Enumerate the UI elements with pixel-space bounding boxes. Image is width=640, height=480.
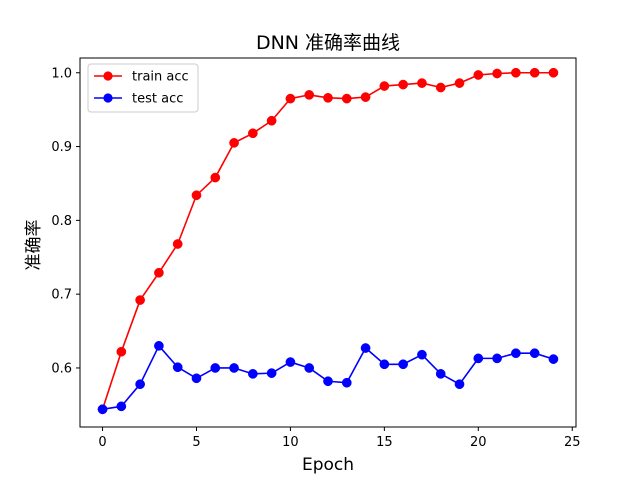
axes-frame	[79, 57, 577, 428]
series-0-point	[116, 346, 127, 357]
series-0-point	[360, 92, 371, 102]
series-0-point	[548, 67, 559, 78]
series-0-point	[285, 93, 296, 104]
series-1-point	[323, 376, 333, 387]
series-0-point	[323, 93, 333, 103]
y-tick-label: 0.7	[51, 288, 72, 303]
series-1-point	[379, 359, 390, 370]
series-1-point	[511, 348, 521, 359]
series-1-point	[116, 401, 127, 412]
x-tick-label: 20	[470, 435, 487, 450]
series-0-point	[435, 82, 446, 93]
x-tick-label: 0	[98, 435, 106, 450]
series-1-point	[341, 377, 352, 388]
x-tick-label: 25	[564, 435, 581, 450]
series-1-point	[135, 379, 145, 390]
series-1-point	[492, 353, 502, 364]
series-1-point	[454, 379, 465, 390]
series-1-point	[248, 369, 258, 379]
series-1-point	[398, 359, 408, 370]
series-1-point	[229, 363, 239, 373]
series-0-point	[135, 295, 145, 305]
y-tick-label: 0.6	[51, 361, 72, 376]
series-0-point	[398, 79, 408, 90]
series-0-point	[304, 90, 315, 100]
series-1-point	[266, 368, 277, 378]
y-axis-label: 准确率	[24, 220, 44, 271]
series-1-point	[285, 357, 296, 367]
legend: train acc test acc	[87, 63, 199, 113]
series-1-point	[548, 354, 559, 364]
series-1-point	[172, 362, 183, 373]
plot-area: 0 5 10 15 20 25 0.6 0.7 0.8 0.9 1.0	[51, 57, 581, 450]
series-1-point	[154, 340, 164, 351]
x-tick-label: 15	[376, 435, 393, 450]
series-0-point	[529, 67, 540, 78]
series-0-point	[341, 93, 352, 104]
x-tick-label: 10	[282, 435, 299, 450]
series-0-point	[266, 115, 277, 126]
chart-title: DNN 准确率曲线	[256, 32, 400, 54]
legend-marker-0	[103, 71, 113, 81]
y-tick-label: 0.8	[51, 214, 72, 229]
series-1-point	[191, 373, 202, 384]
series-0-point	[454, 78, 465, 88]
series-0-point	[229, 138, 239, 148]
series-1-point	[473, 353, 484, 364]
series-1-point	[304, 363, 315, 373]
series-1-point	[210, 363, 221, 373]
series-0-point	[379, 81, 390, 91]
series-0-point	[191, 190, 202, 201]
series-0-point	[417, 78, 427, 88]
series-0-point	[473, 70, 484, 80]
series-0-point	[511, 67, 521, 78]
series-0-point	[210, 172, 221, 183]
series-0-point	[154, 267, 164, 278]
series-0-point	[492, 68, 502, 79]
legend-label-0: train acc	[132, 70, 189, 85]
series-0-point	[248, 128, 258, 139]
legend-label-1: test acc	[132, 92, 183, 107]
x-axis-label: Epoch	[302, 455, 354, 475]
legend-marker-1	[103, 93, 113, 103]
series-1-point	[360, 343, 371, 353]
series-0-point	[172, 239, 183, 249]
y-tick-label: 1.0	[51, 66, 72, 81]
series-1-point	[529, 348, 540, 359]
series-1-point	[435, 369, 446, 379]
y-tick-label: 0.9	[51, 140, 72, 155]
series-1-point	[417, 349, 427, 360]
series-1-point	[97, 404, 108, 415]
x-tick-label: 5	[192, 435, 200, 450]
